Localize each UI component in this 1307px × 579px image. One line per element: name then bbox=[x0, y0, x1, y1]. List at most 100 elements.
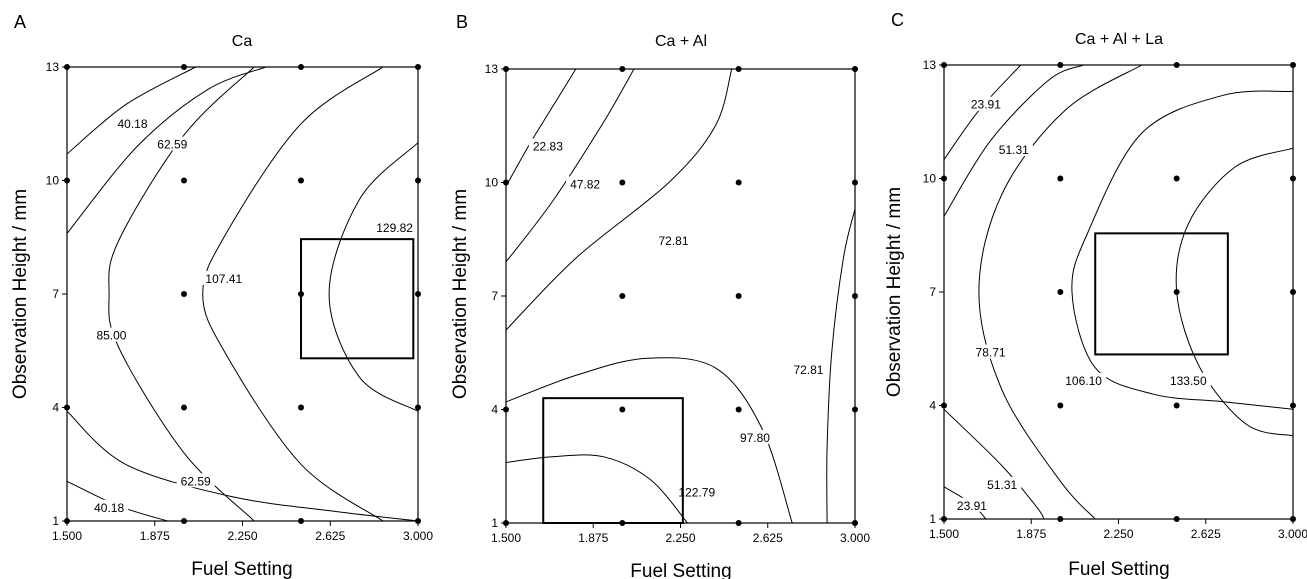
design-point bbox=[1057, 289, 1064, 295]
y-tick-label: 1 bbox=[929, 512, 936, 526]
y-tick-label: 1 bbox=[491, 516, 498, 530]
design-point bbox=[619, 179, 626, 186]
contour-label-bg bbox=[566, 176, 605, 191]
contour-line bbox=[505, 68, 733, 331]
panel-letter: C bbox=[891, 10, 904, 30]
design-point bbox=[1173, 289, 1180, 295]
design-point bbox=[852, 520, 858, 526]
design-point bbox=[64, 404, 70, 411]
contour-label-bg bbox=[971, 344, 1010, 359]
contour-label: 40.18 bbox=[94, 501, 124, 515]
design-point bbox=[181, 291, 187, 297]
x-tick-label: 1.875 bbox=[140, 529, 170, 543]
contour-line bbox=[978, 64, 1143, 520]
contour-line bbox=[66, 66, 196, 155]
contour-label-bg bbox=[735, 429, 774, 444]
x-axis-label: Fuel Setting bbox=[630, 561, 731, 579]
x-tick-label: 3.000 bbox=[1278, 527, 1307, 541]
y-tick-label: 7 bbox=[52, 287, 59, 301]
design-point bbox=[852, 179, 858, 186]
design-point bbox=[941, 402, 947, 409]
contour-label: 47.82 bbox=[570, 177, 600, 191]
y-tick-label: 10 bbox=[46, 174, 60, 188]
y-axis-label: Observation Height / mm bbox=[884, 187, 905, 397]
design-point bbox=[1057, 175, 1064, 182]
y-axis-label: Observation Height / mm bbox=[10, 189, 31, 399]
contour-label: 97.80 bbox=[740, 431, 770, 445]
design-point bbox=[1290, 62, 1296, 68]
x-tick-label: 2.625 bbox=[1191, 527, 1221, 541]
optimum-region-box bbox=[1094, 232, 1229, 356]
contour-line bbox=[505, 68, 635, 263]
design-point bbox=[503, 179, 509, 186]
panel-letter: A bbox=[14, 12, 26, 32]
design-point bbox=[415, 291, 421, 297]
design-point bbox=[415, 64, 421, 70]
design-point bbox=[503, 66, 509, 72]
design-point bbox=[619, 406, 626, 413]
contour-label: 23.91 bbox=[957, 499, 987, 513]
y-tick-label: 10 bbox=[923, 172, 937, 186]
y-axis-label: Observation Height / mm bbox=[450, 189, 471, 399]
design-point bbox=[415, 404, 421, 411]
design-point bbox=[1173, 516, 1180, 522]
contour-line bbox=[943, 64, 1084, 217]
panel-letter: B bbox=[456, 12, 468, 32]
contour-label: 51.31 bbox=[999, 143, 1029, 157]
contour-line bbox=[328, 142, 419, 412]
design-point bbox=[735, 179, 742, 186]
design-point bbox=[735, 293, 742, 299]
design-point bbox=[181, 404, 187, 411]
contour-label: 22.83 bbox=[533, 140, 563, 154]
contour-line bbox=[505, 454, 688, 524]
y-tick-label: 4 bbox=[491, 403, 498, 417]
optimum-region-box bbox=[300, 238, 415, 360]
design-point bbox=[181, 177, 187, 184]
contour-label-bg bbox=[1165, 372, 1211, 387]
x-tick-label: 3.000 bbox=[840, 531, 870, 545]
contour-label-bg bbox=[528, 138, 567, 153]
chart-title: Ca + Al + La bbox=[1075, 31, 1163, 48]
contour-label-bg bbox=[176, 473, 215, 488]
contour-line bbox=[1071, 90, 1294, 410]
contour-label: 72.81 bbox=[793, 363, 823, 377]
plot-frame bbox=[66, 66, 419, 522]
contour-label-bg bbox=[966, 96, 1005, 111]
y-tick-label: 4 bbox=[52, 401, 59, 415]
x-tick-label: 3.000 bbox=[403, 529, 433, 543]
contour-line bbox=[505, 68, 577, 187]
design-point bbox=[415, 518, 421, 524]
design-point bbox=[298, 404, 304, 411]
design-point bbox=[852, 293, 858, 299]
design-point bbox=[503, 520, 509, 526]
contour-label: 85.00 bbox=[96, 329, 126, 343]
design-point bbox=[1173, 175, 1180, 182]
contour-label-bg bbox=[983, 476, 1022, 491]
chart-title: Ca + Al bbox=[655, 33, 707, 50]
x-tick-label: 2.625 bbox=[753, 531, 783, 545]
contour-line bbox=[826, 208, 856, 524]
contour-line bbox=[108, 66, 255, 522]
design-point bbox=[298, 518, 304, 524]
contour-label: 133.50 bbox=[1170, 374, 1207, 388]
contour-label-bg bbox=[90, 499, 129, 514]
design-point bbox=[503, 406, 509, 413]
contour-label-bg bbox=[674, 484, 720, 499]
x-tick-label: 1.875 bbox=[578, 531, 608, 545]
contour-line bbox=[1175, 147, 1294, 437]
design-point bbox=[1173, 402, 1180, 409]
design-point bbox=[1290, 289, 1296, 295]
plot-frame bbox=[505, 68, 856, 524]
x-tick-label: 1.500 bbox=[491, 531, 521, 545]
x-tick-label: 1.875 bbox=[1016, 527, 1046, 541]
y-tick-label: 7 bbox=[929, 285, 936, 299]
design-point bbox=[1290, 402, 1296, 409]
design-point bbox=[64, 177, 70, 184]
contour-label: 129.82 bbox=[376, 221, 413, 235]
design-point bbox=[1290, 516, 1296, 522]
contour-label: 62.59 bbox=[157, 138, 187, 152]
x-axis-label: Fuel Setting bbox=[191, 559, 292, 579]
contour-label-bg bbox=[789, 361, 828, 376]
design-point bbox=[735, 520, 742, 526]
